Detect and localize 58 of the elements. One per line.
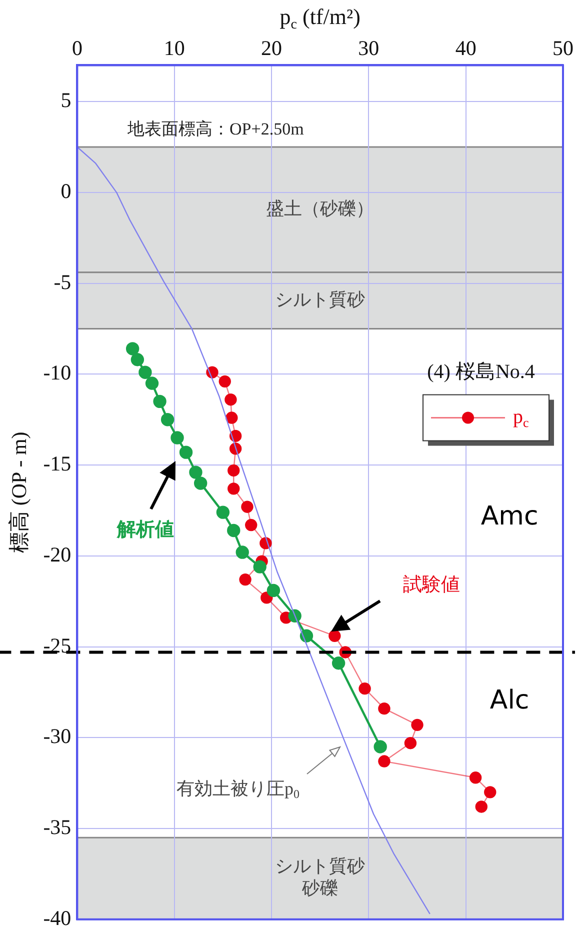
point [239, 573, 252, 586]
point [378, 702, 390, 715]
point [145, 376, 159, 390]
x-tick-label: 40 [455, 36, 476, 60]
y-tick-label: -40 [43, 906, 72, 930]
point [218, 375, 231, 388]
x-tick-label: 50 [552, 36, 574, 60]
point [469, 772, 482, 784]
y-tick-label: -10 [43, 360, 72, 385]
y-tick-label: 5 [60, 88, 72, 112]
point [241, 500, 254, 513]
point [378, 755, 390, 768]
point [328, 630, 341, 642]
point [404, 737, 417, 750]
point [475, 800, 488, 813]
y-tick-label: -35 [43, 815, 72, 840]
y-tick-label: -30 [43, 724, 72, 748]
point [160, 413, 174, 426]
point [228, 482, 240, 495]
point [484, 786, 496, 798]
point [332, 656, 346, 670]
y-axis-title: 標高 (OP - m) [7, 432, 32, 553]
y-tick-label: -20 [43, 542, 72, 566]
point [179, 446, 193, 459]
band-label: シルト質砂 [275, 289, 366, 310]
point [227, 524, 240, 538]
point [245, 518, 258, 532]
point [189, 466, 202, 479]
point [224, 394, 237, 406]
y-tick-label: 0 [60, 178, 72, 203]
point [374, 740, 387, 754]
point [170, 431, 184, 444]
x-tick-label: 30 [358, 36, 380, 60]
point [130, 353, 144, 366]
point [266, 584, 280, 598]
band-label: 盛土（砂礫） [266, 198, 374, 218]
legend-title: (4) 桜島No.4 [427, 360, 535, 383]
point [358, 682, 371, 695]
annotation: Amc [480, 502, 538, 532]
annotation: 試験値 [402, 573, 460, 596]
annotation: Alc [490, 685, 530, 716]
point [216, 506, 230, 519]
y-tick-label: -15 [43, 452, 72, 476]
x-tick-label: 20 [261, 36, 282, 60]
y-tick-label: -5 [54, 270, 72, 294]
point [226, 412, 238, 424]
point [228, 464, 240, 477]
annotation: 地表面標高：OP+2.50m [126, 120, 304, 139]
point [126, 342, 140, 356]
point [138, 366, 152, 379]
point [153, 394, 166, 408]
annotation: 解析値 [116, 518, 174, 541]
x-tick-label: 10 [164, 36, 185, 60]
band-label: シルト質砂砂礫 [275, 856, 366, 898]
point [253, 560, 266, 574]
point [194, 476, 208, 490]
point [236, 546, 249, 559]
point [411, 718, 424, 732]
